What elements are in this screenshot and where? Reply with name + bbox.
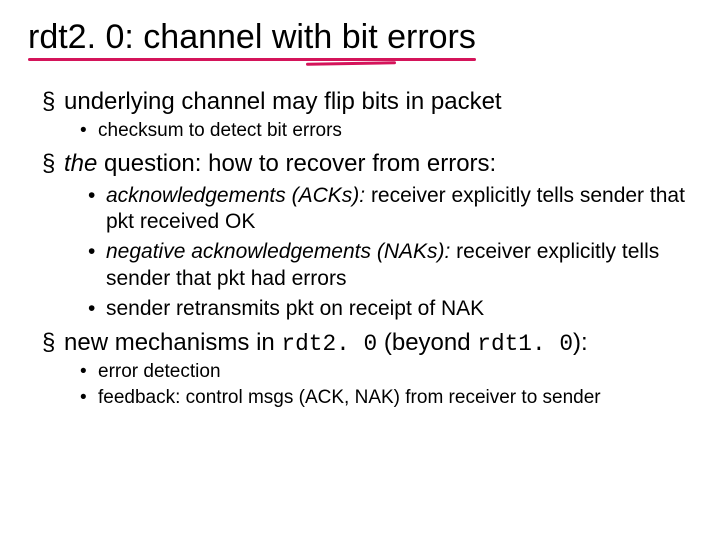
bullet-1: underlying channel may flip bits in pack… <box>42 87 692 117</box>
bullet-3-mono-1: rdt2. 0 <box>281 331 377 357</box>
bullet-1-sub-1: checksum to detect bit errors <box>80 119 692 143</box>
bullet-3: new mechanisms in rdt2. 0 (beyond rdt1. … <box>42 328 692 358</box>
slide-title: rdt2. 0: channel with bit errors <box>28 18 476 59</box>
bullet-3-b: (beyond <box>377 329 477 356</box>
bullet-2-italic: the <box>64 150 97 177</box>
bullet-2-sub-3: sender retransmits pkt on receipt of NAK <box>88 296 692 322</box>
bullet-2-sub-1-italic: acknowledgements (ACKs): <box>106 184 365 207</box>
bullet-2-sub-2: negative acknowledgements (NAKs): receiv… <box>88 239 692 292</box>
slide-body: underlying channel may flip bits in pack… <box>28 87 692 410</box>
title-text: rdt2. 0: channel with bit errors <box>28 18 476 56</box>
bullet-3-sub-2: feedback: control msgs (ACK, NAK) from r… <box>80 386 692 410</box>
bullet-3-c: ): <box>573 329 588 356</box>
bullet-1-sub-1-text: checksum to detect bit errors <box>98 120 342 141</box>
bullet-2-sub-1: acknowledgements (ACKs): receiver explic… <box>88 183 692 236</box>
bullet-2-sub-2-italic: negative acknowledgements (NAKs): <box>106 240 450 263</box>
bullet-2-sub-3-text: sender retransmits pkt on receipt of NAK <box>106 297 484 320</box>
bullet-3-mono-2: rdt1. 0 <box>477 331 573 357</box>
bullet-3-sub-1: error detection <box>80 360 692 384</box>
title-underline <box>28 58 476 61</box>
bullet-1-text: underlying channel may flip bits in pack… <box>64 88 502 115</box>
bullet-2: the question: how to recover from errors… <box>42 149 692 179</box>
bullet-3-sub-2-text: feedback: control msgs (ACK, NAK) from r… <box>98 387 601 408</box>
bullet-3-a: new mechanisms in <box>64 329 281 356</box>
bullet-3-sub-1-text: error detection <box>98 361 221 382</box>
bullet-2-rest: question: how to recover from errors: <box>97 150 496 177</box>
